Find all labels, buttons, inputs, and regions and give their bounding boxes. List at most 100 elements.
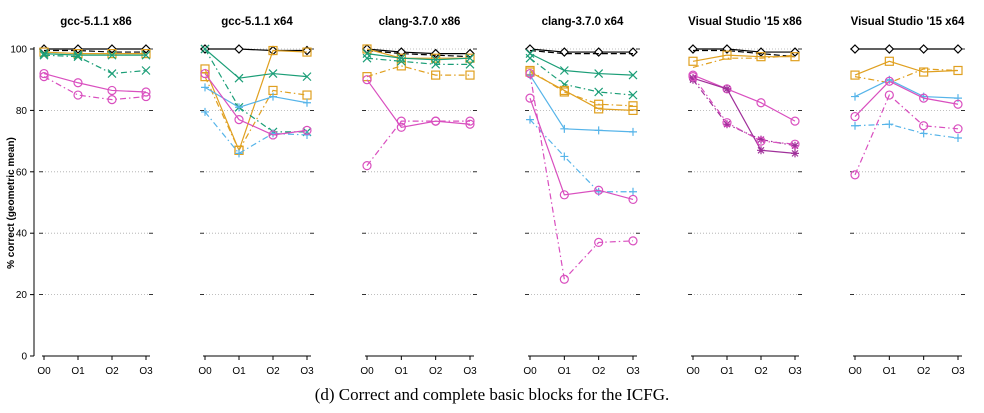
data-point (594, 99, 604, 109)
series-line (529, 71, 634, 111)
series-line (692, 74, 796, 122)
data-point (757, 146, 765, 155)
series-line (854, 80, 959, 117)
series-line (43, 54, 147, 75)
series-line (854, 79, 959, 99)
data-point (526, 115, 534, 124)
data-point (73, 90, 83, 100)
y-tick-label: 40 (16, 229, 28, 240)
data-point (525, 44, 535, 54)
data-point (756, 47, 766, 57)
data-point (594, 104, 604, 114)
data-point (756, 98, 766, 108)
chart-panel: clang-3.7.0 x86 O0 O1 O2 O3 (360, 16, 477, 377)
data-point (302, 125, 312, 135)
data-point (757, 135, 765, 144)
x-tick-label: O1 (395, 366, 409, 377)
data-point (525, 93, 535, 103)
data-point (756, 52, 766, 62)
panel-title: clang-3.7.0 x64 (542, 16, 624, 28)
data-point (362, 161, 372, 171)
data-point (689, 75, 697, 84)
data-point (850, 70, 860, 80)
data-point (396, 56, 406, 66)
x-tick-label: O1 (71, 366, 85, 377)
panel-title: gcc-5.1.1 x86 (60, 16, 132, 28)
series-line (529, 74, 634, 133)
series-line (529, 119, 633, 193)
data-point (850, 44, 860, 54)
data-point (884, 90, 894, 100)
series-line (205, 48, 307, 52)
panel-title: Visual Studio '15 x86 (688, 16, 802, 28)
data-point (302, 90, 312, 100)
data-point (107, 49, 117, 59)
y-tick-label: 80 (16, 106, 28, 117)
data-point (559, 190, 569, 200)
data-point (302, 72, 312, 82)
data-point (594, 87, 604, 97)
x-tick-label: O1 (232, 366, 246, 377)
data-point (593, 47, 604, 57)
data-point (884, 44, 895, 54)
data-point (235, 103, 243, 112)
data-point (269, 92, 277, 101)
data-point (723, 120, 731, 129)
x-tick-label: O2 (917, 366, 931, 377)
data-point (953, 124, 963, 134)
chart-panel: clang-3.7.0 x64 O0 O1 O2 O3 (523, 16, 640, 377)
x-tick-label: O2 (754, 366, 768, 377)
data-point (107, 50, 117, 60)
data-point (560, 152, 569, 161)
data-point (302, 47, 312, 57)
data-point (851, 92, 859, 101)
data-point (303, 98, 311, 107)
data-point (723, 84, 731, 93)
data-point (953, 44, 963, 54)
data-point (919, 67, 929, 77)
series-line (529, 53, 634, 76)
series-line (854, 60, 959, 76)
data-point (628, 90, 638, 100)
data-point (594, 69, 604, 78)
data-point (73, 78, 83, 88)
data-point (362, 75, 372, 85)
data-point (39, 49, 49, 59)
data-point (722, 44, 732, 54)
series-line (366, 57, 470, 65)
data-point (722, 118, 732, 128)
chart-panel: gcc-5.1.1 x86 O0 O1 O2 O3 (37, 16, 153, 377)
series-line (529, 97, 634, 201)
data-point (107, 69, 117, 78)
data-point (235, 149, 243, 158)
data-point (790, 47, 800, 57)
y-tick-label: 100 (10, 45, 27, 56)
series-line (693, 48, 795, 53)
series-line (366, 48, 470, 59)
x-tick-label: O1 (558, 366, 572, 377)
series-line (366, 120, 470, 167)
data-point (234, 73, 244, 83)
data-point (688, 72, 698, 82)
data-point (953, 99, 963, 109)
series-line (204, 76, 308, 152)
data-point (594, 185, 604, 195)
series-line (366, 79, 471, 128)
data-point (141, 44, 151, 54)
data-point (756, 136, 766, 146)
series-line (854, 123, 959, 139)
data-point (790, 116, 800, 126)
data-point (851, 121, 859, 130)
panel-title: clang-3.7.0 x86 (379, 16, 461, 28)
data-point (431, 53, 441, 63)
panel-title: Visual Studio '15 x64 (851, 16, 965, 28)
data-point (303, 130, 311, 139)
data-point (884, 76, 894, 86)
data-point (431, 59, 441, 69)
data-point (628, 105, 638, 116)
data-point (107, 95, 117, 105)
data-point (39, 68, 49, 79)
data-point (884, 56, 894, 66)
data-point (201, 107, 209, 116)
series-line (44, 49, 146, 53)
